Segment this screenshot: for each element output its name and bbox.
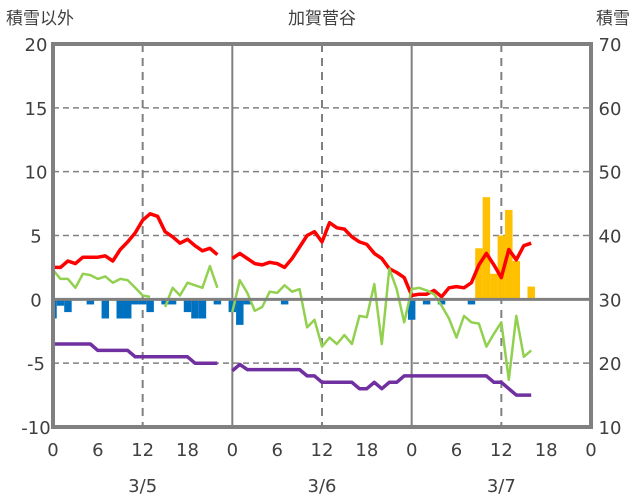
y-tick-label: 5 (30, 227, 41, 248)
x-tick-label: 0 (406, 440, 417, 461)
orange-bar (527, 286, 535, 300)
blue-bar (161, 299, 169, 305)
blue-bar (422, 299, 431, 305)
y2-tick-label: 30 (599, 290, 622, 311)
plot-frame (51, 42, 593, 429)
x-tick-label: 12 (311, 440, 334, 461)
x-tick-label: 6 (92, 440, 103, 461)
x-tick-label: 6 (271, 440, 282, 461)
orange-bar (490, 273, 498, 300)
y2-tick-label: 40 (599, 227, 622, 248)
y-tick-label: -10 (21, 418, 50, 439)
blue-bar (213, 299, 222, 305)
x-tick-label: 18 (535, 440, 558, 461)
blue-bar (101, 299, 110, 319)
x-tick-label: 18 (176, 440, 199, 461)
date-label: 3/5 (128, 476, 157, 497)
blue-bar (198, 299, 207, 319)
y2-tick-label: 10 (599, 418, 622, 439)
axes (51, 42, 593, 429)
green-line (52, 269, 151, 299)
chart-title: 加賀菅谷 (288, 9, 356, 29)
y2-tick-label: 60 (599, 99, 622, 120)
blue-bar (146, 299, 154, 313)
blue-bar (437, 299, 446, 305)
blue-bar (236, 299, 244, 325)
blue-bar (467, 299, 476, 305)
blue-bar (116, 299, 124, 319)
x-tick-label: 0 (227, 440, 238, 461)
blue-bar (86, 299, 95, 305)
blue-bar (168, 299, 177, 305)
y-tick-label: 15 (25, 99, 48, 120)
y2-tick-label: 20 (599, 354, 622, 375)
blue-bar (407, 299, 416, 320)
green-line (163, 264, 219, 308)
left-axis-label: 積雪以外 (6, 9, 74, 29)
blue-bar (123, 299, 132, 319)
blue-bar (183, 299, 192, 313)
x-tick-label: 0 (47, 440, 58, 461)
blue-bar (131, 299, 139, 305)
purple-line (231, 362, 532, 397)
red-line (231, 220, 532, 299)
blue-bar (191, 299, 199, 319)
y-tick-label: -5 (27, 354, 45, 375)
orange-bar (475, 248, 483, 300)
blue-bar (243, 299, 252, 305)
y-tick-label: 20 (25, 35, 48, 56)
orange-bar (482, 197, 491, 300)
date-label: 3/6 (308, 476, 337, 497)
orange-bar (497, 235, 506, 300)
gridlines (53, 44, 591, 427)
orange-bar (512, 261, 521, 300)
date-label: 3/7 (487, 476, 516, 497)
bars (53, 197, 535, 325)
x-tick-label: 0 (585, 440, 596, 461)
blue-bar (64, 299, 72, 313)
y-tick-label: 0 (30, 290, 41, 311)
x-tick-label: 6 (451, 440, 462, 461)
blue-bar (280, 299, 289, 305)
x-tick-label: 12 (131, 440, 154, 461)
y-tick-label: 10 (25, 163, 48, 184)
x-tick-label: 18 (355, 440, 378, 461)
blue-bar (138, 299, 147, 305)
blue-bar (228, 299, 237, 313)
right-axis-label: 積雪 (596, 9, 630, 29)
series-lines (52, 212, 533, 397)
y2-tick-label: 50 (599, 163, 622, 184)
red-line (53, 212, 219, 270)
y2-tick-label: 70 (599, 35, 622, 56)
x-tick-label: 12 (490, 440, 513, 461)
blue-bar (56, 299, 65, 306)
green-line (231, 267, 533, 382)
purple-line (53, 342, 218, 365)
